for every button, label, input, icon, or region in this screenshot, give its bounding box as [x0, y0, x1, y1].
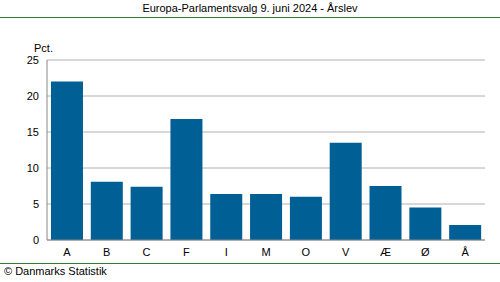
svg-text:O: O — [302, 246, 311, 258]
svg-text:Ø: Ø — [421, 246, 430, 258]
svg-text:25: 25 — [27, 54, 39, 66]
svg-text:I: I — [225, 246, 228, 258]
html-text:Pct.: Pct. — [34, 42, 53, 54]
svg-text:C: C — [143, 246, 151, 258]
svg-text:15: 15 — [27, 126, 39, 138]
html-text:© Danmarks Statistik: © Danmarks Statistik — [4, 265, 107, 277]
svg-text:0: 0 — [33, 234, 39, 246]
svg-text:F: F — [183, 246, 190, 258]
svg-text:M: M — [261, 246, 270, 258]
svg-text:B: B — [103, 246, 110, 258]
svg-text:A: A — [63, 246, 71, 258]
svg-text:Å: Å — [461, 246, 469, 258]
svg-text:5: 5 — [33, 198, 39, 210]
svg-text:10: 10 — [27, 162, 39, 174]
svg-text:V: V — [342, 246, 350, 258]
svg-text:20: 20 — [27, 90, 39, 102]
svg-text:Æ: Æ — [380, 246, 391, 258]
html-text:Europa-Parlamentsvalg 9. juni: Europa-Parlamentsvalg 9. juni 2024 - Års… — [142, 2, 358, 14]
